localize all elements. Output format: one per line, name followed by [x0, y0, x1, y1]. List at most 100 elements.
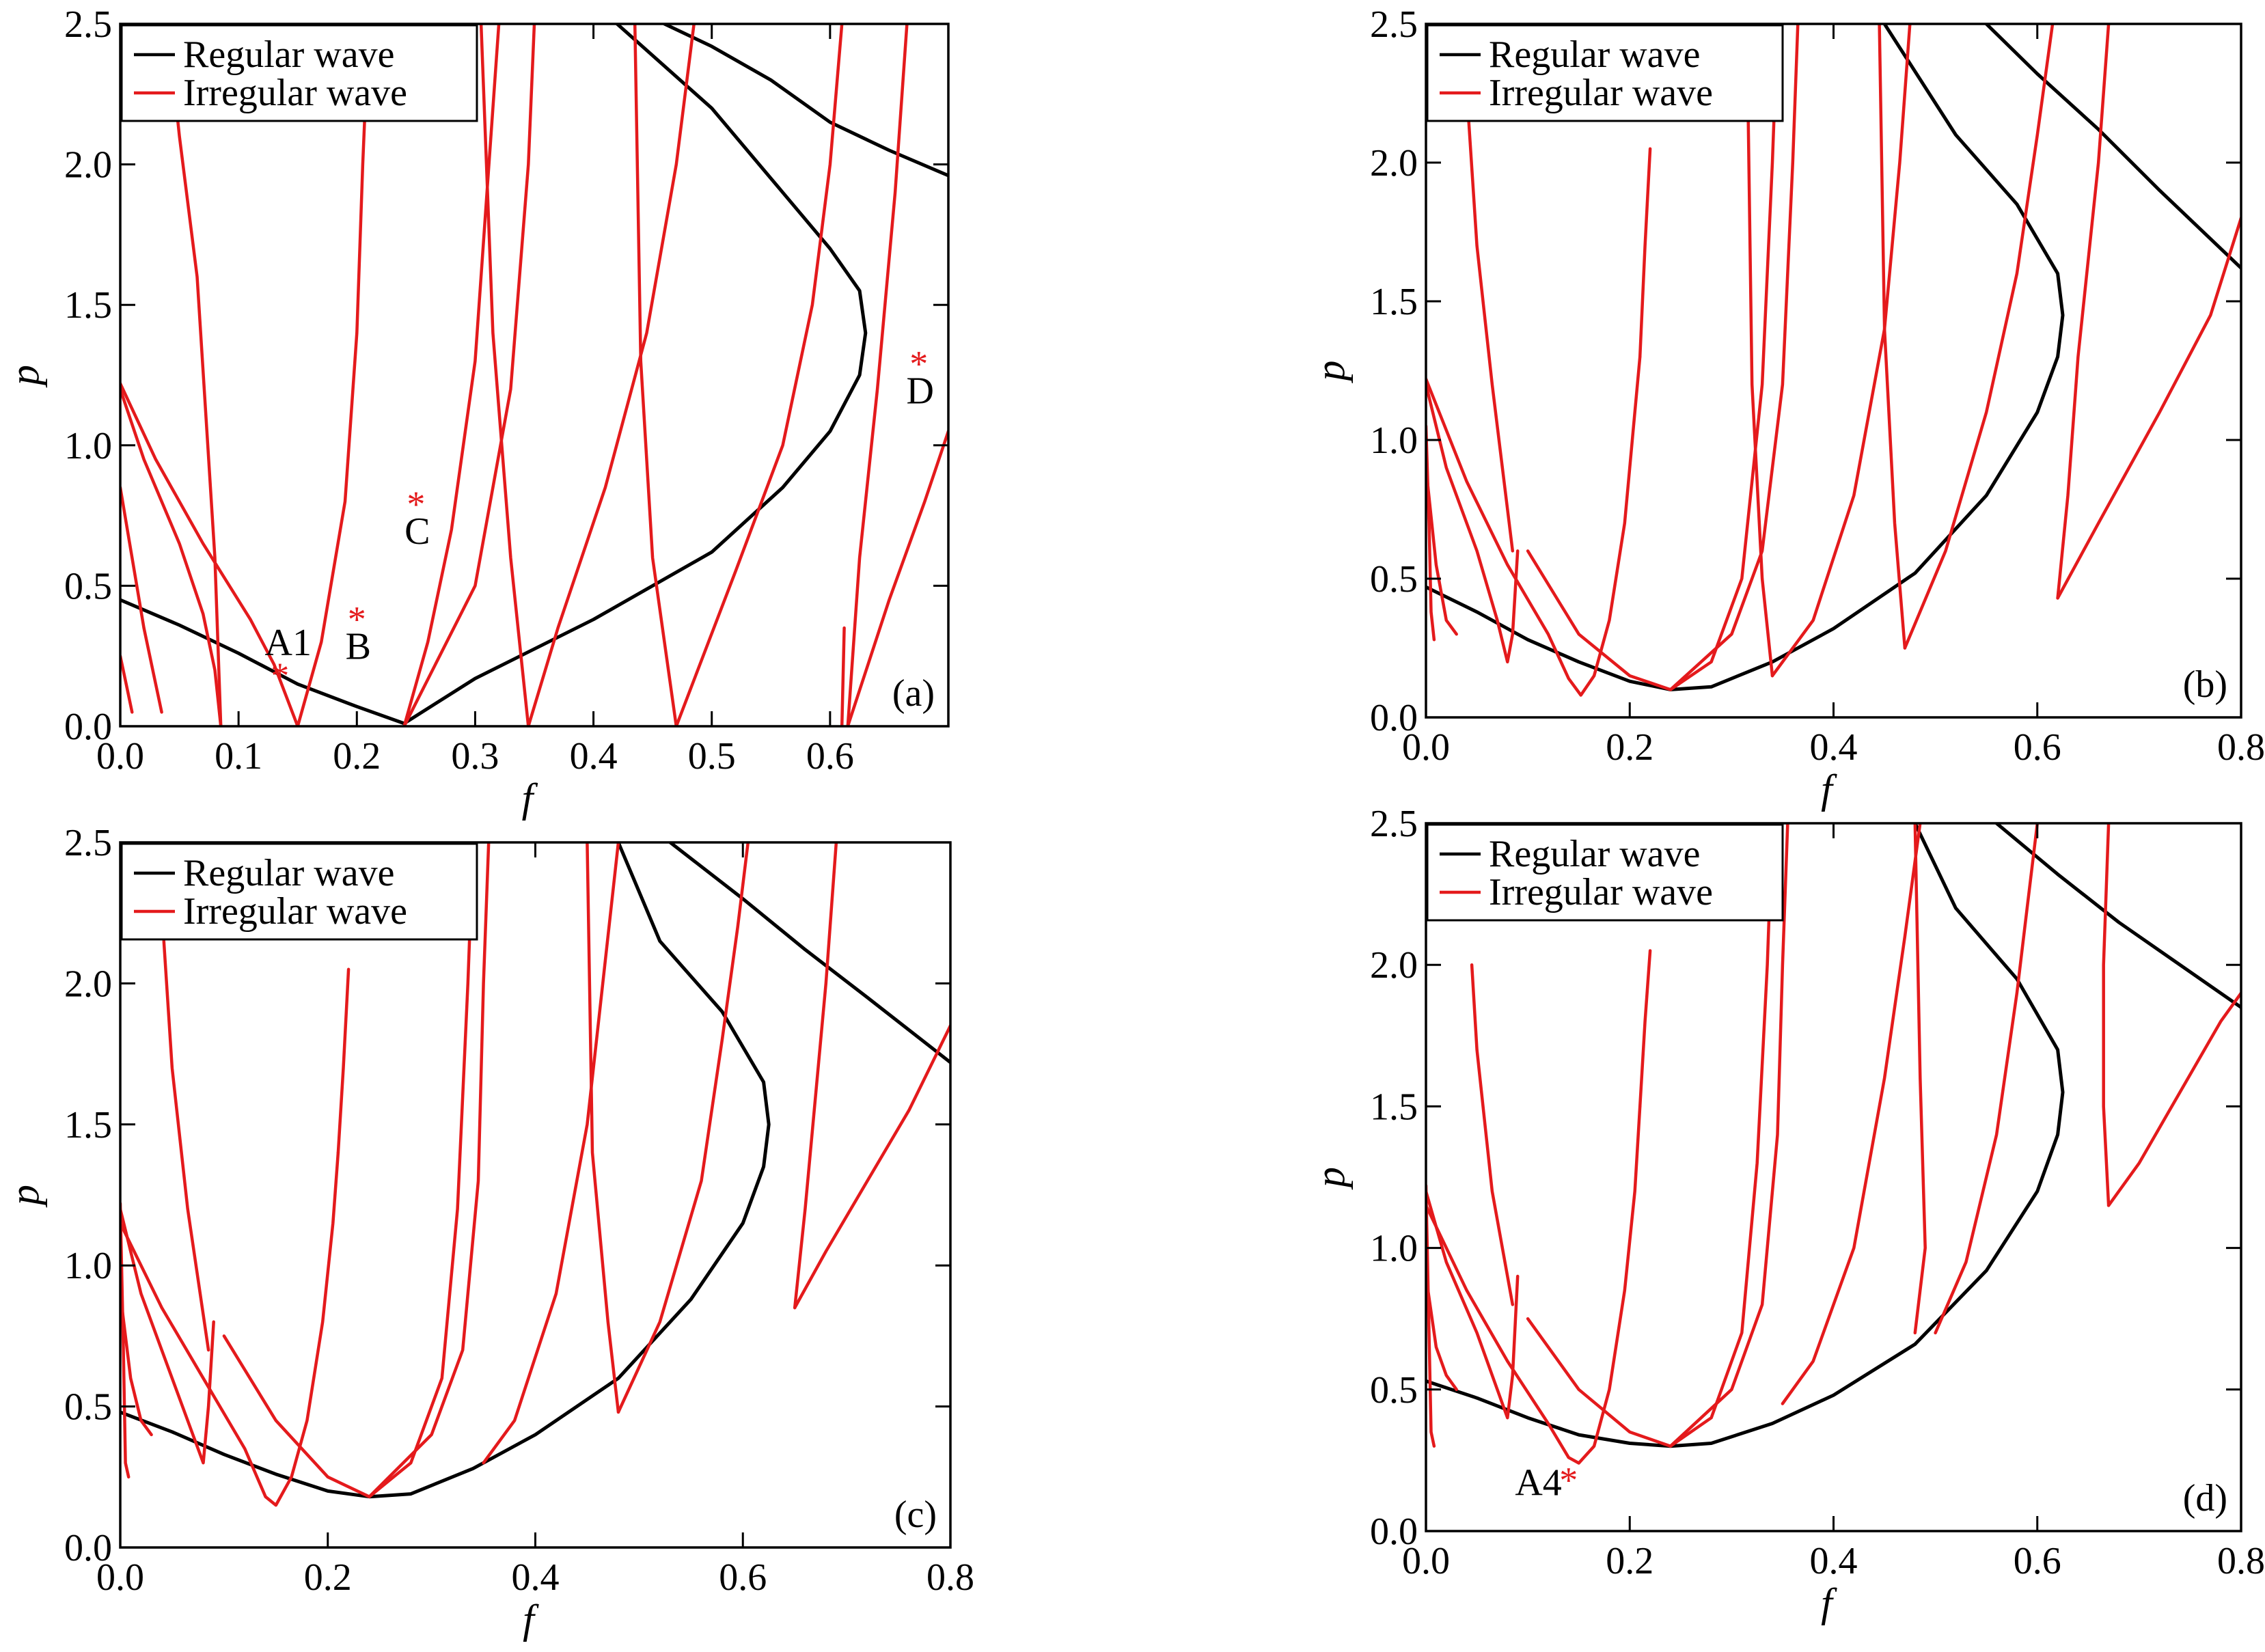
y-tick-label: 2.5 [1370, 3, 1418, 46]
y-tick-label: 1.5 [64, 1104, 112, 1146]
y-tick-label: 1.0 [64, 425, 112, 467]
y-axis-label: p [1308, 361, 1353, 384]
annotation-marker-1: * [348, 599, 366, 640]
regular-wave-curve-0 [120, 598, 406, 726]
irregular-wave-curve-13 [846, 429, 948, 726]
y-tick-label: 0.5 [64, 565, 112, 607]
irregular-wave-curve-3 [1426, 355, 1642, 697]
irregular-wave-curve-2 [1426, 1189, 1520, 1420]
irregular-wave-curve-1 [1426, 1274, 1458, 1392]
x-tick-label: 0.2 [1606, 1540, 1653, 1582]
regular-wave-curve-1 [668, 842, 950, 1064]
irregular-wave-curve-6 [402, 24, 501, 726]
irregular-wave-curve-9 [1913, 823, 1927, 1335]
y-tick-label: 2.0 [1370, 944, 1418, 987]
x-tick-label: 0.6 [2014, 1540, 2061, 1582]
panel-0: 0.0 0.1 0.2 0.3 0.4 0.5 0.6 0.0 0.5 1.0 1.5 2.0 2.5 f… [2, 3, 950, 821]
irregular-wave-curve-13 [2056, 216, 2241, 600]
legend-label-1: Irregular wave [1489, 72, 1713, 114]
x-tick-label: 0.6 [2014, 726, 2061, 769]
annotation-label-2: C [404, 510, 430, 553]
regular-wave-curve-0 [1426, 24, 2065, 691]
y-tick-label: 0.5 [1370, 558, 1418, 601]
irregular-wave-curve-8 [1781, 823, 1922, 1405]
y-tick-label: 1.5 [1370, 281, 1418, 323]
annotation-marker-0: * [271, 655, 289, 696]
x-tick-label: 0.2 [1606, 726, 1653, 769]
x-tick-label: 0.6 [719, 1556, 767, 1599]
irregular-wave-curve-9 [586, 842, 620, 1414]
irregular-wave-curve-12 [846, 24, 909, 726]
x-tick-label: 0.4 [570, 735, 618, 777]
x-tick-label: 0.8 [2217, 726, 2265, 769]
panel-tag: (a) [892, 672, 935, 715]
x-tick-label: 0.4 [1810, 726, 1858, 769]
irregular-wave-curve-7 [1669, 823, 1789, 1448]
y-axis-label: p [2, 1185, 47, 1208]
x-axis-label: f [522, 775, 538, 821]
irregular-wave-curve-14 [840, 626, 846, 726]
irregular-wave-curve-7 [402, 24, 536, 726]
x-tick-label: 0.0 [1402, 726, 1450, 769]
plot-frame [119, 23, 950, 728]
irregular-wave-curve-2 [120, 1207, 215, 1465]
y-tick-label: 2.5 [1370, 803, 1418, 845]
irregular-wave-curve-7 [368, 842, 491, 1498]
irregular-wave-curve-11 [2102, 823, 2111, 1207]
y-tick-label: 2.5 [64, 822, 112, 864]
irregular-wave-curve-10 [1878, 24, 1907, 650]
irregular-wave-curve-6 [1526, 823, 1774, 1448]
irregular-wave-curve-3 [120, 382, 299, 726]
irregular-wave-curve-9 [479, 24, 530, 726]
x-tick-label: 0.8 [926, 1556, 974, 1599]
x-tick-label: 0.2 [333, 735, 381, 777]
irregular-wave-curve-5 [296, 24, 370, 726]
irregular-wave-curve-11 [793, 842, 838, 1310]
legend-label-0: Regular wave [183, 33, 394, 76]
irregular-wave-curve-8 [1770, 24, 1912, 678]
irregular-wave-curve-0 [120, 654, 134, 714]
legend-box [1426, 823, 1784, 922]
irregular-wave-curve-6 [222, 842, 475, 1498]
y-tick-label: 0.0 [1370, 697, 1418, 739]
legend-label-0: Regular wave [1489, 33, 1700, 76]
irregular-wave-curve-10 [616, 842, 750, 1414]
x-tick-label: 0.0 [96, 1556, 144, 1599]
panel-2: 0.0 0.2 0.4 0.6 0.8 0.0 0.5 1.0 1.5 2.0 2.5 f p Regul… [2, 822, 974, 1642]
x-tick-label: 0.4 [512, 1556, 560, 1599]
y-tick-label: 1.5 [64, 284, 112, 327]
y-tick-label: 1.0 [1370, 419, 1418, 462]
legend-box [120, 842, 478, 941]
irregular-wave-curve-10 [1934, 823, 2040, 1335]
irregular-wave-curve-11 [674, 24, 844, 726]
y-tick-label: 1.0 [64, 1245, 112, 1287]
irregular-wave-curve-1 [120, 486, 163, 714]
y-axis-label: p [1308, 1167, 1353, 1190]
irregular-wave-curve-5 [1638, 147, 1652, 359]
irregular-wave-curve-2 [120, 387, 223, 726]
regular-wave-curve-1 [402, 24, 868, 726]
legend-label-1: Irregular wave [1489, 871, 1713, 913]
irregular-wave-curve-7 [1669, 24, 1800, 691]
annotation-label-1: B [346, 626, 371, 668]
x-axis-label: f [1821, 1580, 1837, 1625]
y-tick-label: 2.0 [64, 144, 112, 187]
y-tick-label: 0.0 [1370, 1511, 1418, 1553]
plot-frame [1425, 23, 2242, 719]
irregular-wave-curve-8 [482, 842, 620, 1465]
y-tick-label: 2.5 [64, 3, 112, 46]
plot-frame [119, 841, 952, 1549]
annotation-label-0: A1 [265, 622, 312, 664]
irregular-wave-curve-1 [120, 1292, 153, 1437]
annotation-marker-3: * [909, 343, 928, 384]
irregular-wave-curve-12 [2106, 991, 2241, 1207]
legend-label-1: Irregular wave [183, 72, 407, 114]
annotation-label-0: A4 [1515, 1461, 1561, 1504]
y-axis-label: p [2, 365, 47, 388]
irregular-wave-curve-0 [1426, 1184, 1436, 1448]
legend-label-0: Regular wave [1489, 833, 1700, 875]
